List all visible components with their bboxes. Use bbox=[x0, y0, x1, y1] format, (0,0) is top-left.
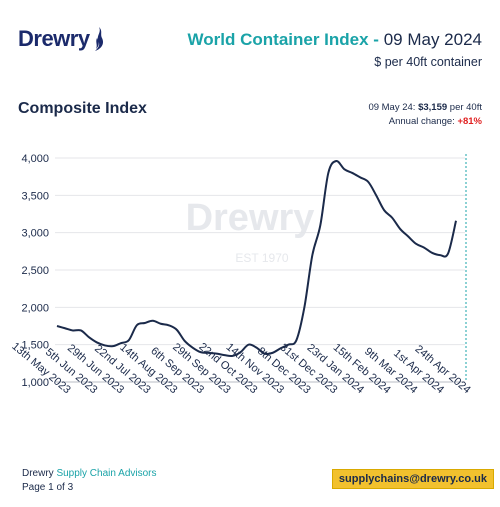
summary-change-label: Annual change: bbox=[388, 116, 455, 127]
y-tick-label: 3,500 bbox=[21, 190, 49, 202]
footer-brand-line: Drewry Supply Chain Advisors bbox=[22, 467, 157, 481]
footer-brand: Drewry bbox=[22, 468, 54, 479]
watermark-text: Drewry bbox=[186, 197, 315, 239]
summary-date: 09 May 24: bbox=[368, 102, 416, 113]
logo-text: Drewry bbox=[18, 26, 90, 51]
summary-box: 09 May 24: $3,159 per 40ft Annual change… bbox=[368, 101, 482, 129]
contact-email-link[interactable]: supplychains@drewry.co.uk bbox=[331, 469, 494, 489]
y-tick-label: 1,500 bbox=[21, 340, 49, 352]
summary-price: $3,159 bbox=[418, 102, 448, 113]
y-tick-label: 3,000 bbox=[21, 228, 49, 240]
watermark: Drewry EST 1970 bbox=[186, 197, 315, 265]
summary-change-value: +81% bbox=[457, 116, 482, 127]
y-tick-label: 4,000 bbox=[21, 153, 49, 165]
y-tick-label: 1,000 bbox=[21, 377, 49, 389]
index-title-date: 09 May 2024 bbox=[383, 30, 482, 49]
composite-index-chart: Drewry EST 1970 1,000 1,500 2,000 2,500 3,00… bbox=[9, 153, 472, 396]
footer-division: Supply Chain Advisors bbox=[56, 468, 157, 479]
y-tick-label: 2,000 bbox=[21, 302, 49, 314]
summary-price-line: 09 May 24: $3,159 per 40ft bbox=[368, 101, 482, 115]
footer-info: Drewry Supply Chain Advisors Page 1 of 3 bbox=[22, 467, 157, 495]
flame-icon bbox=[94, 27, 103, 51]
summary-unit: per 40ft bbox=[449, 102, 482, 113]
index-title-name: World Container Index - bbox=[187, 30, 379, 49]
index-subtitle: $ per 40ft container bbox=[374, 55, 482, 69]
index-title: World Container Index - 09 May 2024 bbox=[188, 30, 482, 50]
footer-page: Page 1 of 3 bbox=[22, 482, 74, 493]
y-tick-label: 2,500 bbox=[21, 265, 49, 277]
chart-title: Composite Index bbox=[18, 100, 147, 117]
drewry-logo: Drewry bbox=[18, 26, 106, 52]
watermark-est: EST 1970 bbox=[235, 251, 288, 265]
summary-change-line: Annual change: +81% bbox=[368, 115, 482, 129]
